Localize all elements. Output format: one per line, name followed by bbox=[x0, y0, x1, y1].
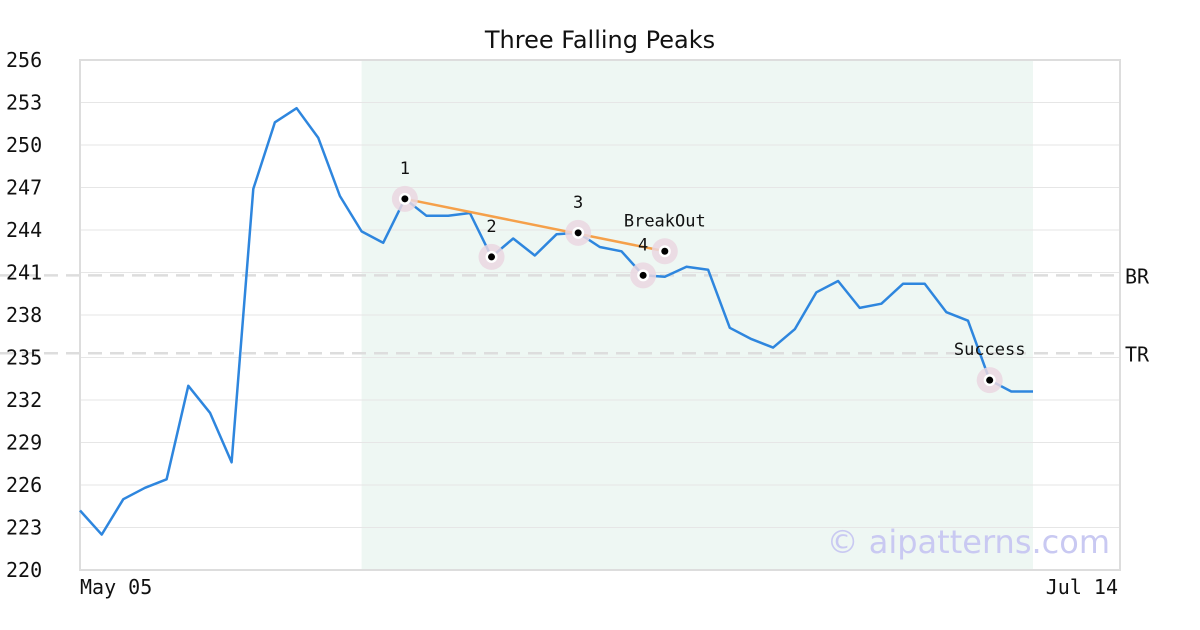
marker-dot bbox=[574, 229, 582, 237]
marker-label: 3 bbox=[573, 193, 583, 213]
y-tick-label: 244 bbox=[6, 218, 42, 242]
watermark: © aipatterns.com bbox=[827, 523, 1110, 561]
y-tick-label: 226 bbox=[6, 473, 42, 497]
y-tick-label: 223 bbox=[6, 516, 42, 540]
level-lines: BR TR bbox=[0, 264, 1150, 366]
chart-title: Three Falling Peaks bbox=[484, 26, 715, 54]
level-label-br: BR bbox=[1125, 264, 1150, 288]
grid-lines bbox=[80, 59, 1120, 571]
price-series-line bbox=[79, 106, 1033, 536]
marker-dot bbox=[401, 195, 409, 203]
marker-label: 2 bbox=[486, 217, 496, 237]
y-tick-label: 253 bbox=[6, 91, 42, 115]
marker-dot bbox=[488, 253, 496, 261]
falling-peaks-trendline bbox=[404, 197, 666, 253]
pattern-markers: 1 2 3 4 BreakOut Success bbox=[391, 159, 1026, 394]
marker-label: 1 bbox=[400, 159, 410, 179]
y-axis-ticks: 220 223 226 229 232 235 238 241 244 247 250 253 256 bbox=[6, 48, 42, 582]
y-tick-label: 232 bbox=[6, 388, 42, 412]
y-tick-label: 247 bbox=[6, 176, 42, 200]
marker-dot bbox=[986, 376, 994, 384]
marker-label: Success bbox=[954, 340, 1026, 360]
y-tick-label: 235 bbox=[6, 346, 42, 370]
level-label-tr: TR bbox=[1125, 342, 1150, 366]
y-tick-label: 241 bbox=[6, 261, 42, 285]
marker-dot bbox=[661, 247, 669, 255]
x-tick-label-start: May 05 bbox=[80, 575, 152, 599]
marker-dot bbox=[639, 271, 647, 279]
y-tick-label: 256 bbox=[6, 48, 42, 72]
plot-frame bbox=[79, 59, 1121, 571]
y-tick-label: 250 bbox=[6, 133, 42, 157]
y-tick-label: 238 bbox=[6, 303, 42, 327]
y-tick-label: 229 bbox=[6, 431, 42, 455]
x-tick-label-end: Jul 14 bbox=[1046, 575, 1118, 599]
marker-label: 4 bbox=[638, 235, 648, 255]
y-tick-label: 220 bbox=[6, 558, 42, 582]
marker-label: BreakOut bbox=[624, 211, 706, 231]
